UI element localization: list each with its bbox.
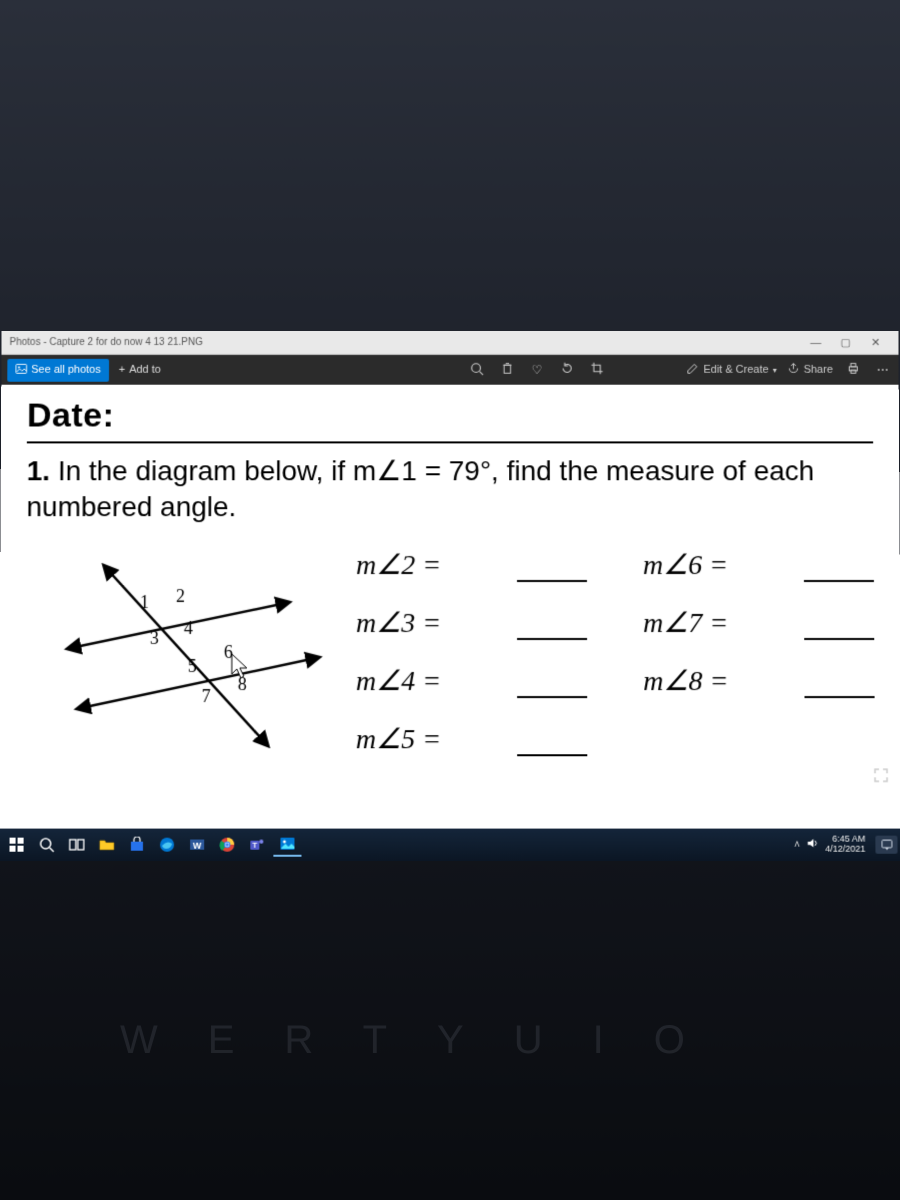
rotate-icon[interactable] <box>557 362 577 378</box>
window-titlebar: Photos - Capture 2 for do now 4 13 21.PN… <box>1 331 898 355</box>
window-close-button[interactable]: ✕ <box>861 336 891 349</box>
blank-7 <box>804 618 874 640</box>
fullscreen-icon[interactable] <box>873 767 889 788</box>
m-angle-4: m∠4 = <box>356 664 509 698</box>
heart-icon[interactable]: ♡ <box>527 363 547 377</box>
svg-text:T: T <box>252 841 257 850</box>
angle-5-label: 5 <box>188 656 197 676</box>
file-explorer-icon[interactable] <box>93 833 121 857</box>
angle-3-label: 3 <box>150 628 159 648</box>
add-to-label: Add to <box>129 364 161 376</box>
worksheet-image: Date: 1. In the diagram below, if m∠1 = … <box>0 385 900 829</box>
answer-grid: m∠2 = m∠6 = m∠3 = m∠7 = m∠4 = m∠8 = m∠ <box>356 548 875 756</box>
m-angle-5: m∠5 = <box>356 722 509 756</box>
volume-icon[interactable] <box>806 837 819 853</box>
see-all-label: See all photos <box>31 364 101 376</box>
chevron-down-icon: ▾ <box>773 365 777 374</box>
action-center-icon[interactable] <box>875 836 897 854</box>
angle-2-label: 2 <box>176 586 185 606</box>
word-icon[interactable]: W <box>183 833 211 857</box>
question-number: 1. <box>27 455 50 486</box>
share-label: Share <box>804 364 833 376</box>
store-icon[interactable] <box>123 833 151 857</box>
m-angle-2: m∠2 = <box>356 548 509 582</box>
edit-create-label: Edit & Create <box>703 364 768 376</box>
blank-3 <box>517 618 587 640</box>
angle-1-label: 1 <box>140 592 149 612</box>
keyboard-reflection: WERTYUIO <box>0 900 900 1180</box>
window-minimize-button[interactable]: — <box>801 337 831 349</box>
monitor-frame: Photos - Capture 2 for do now 4 13 21.PN… <box>0 331 900 861</box>
svg-text:W: W <box>193 841 202 851</box>
m-angle-6: m∠6 = <box>643 548 796 582</box>
teams-icon[interactable]: T <box>243 833 271 857</box>
edit-create-button[interactable]: Edit & Create ▾ <box>686 362 776 378</box>
tray-chevron-icon[interactable]: ˄ <box>794 839 800 850</box>
clock-date: 4/12/2021 <box>825 845 865 855</box>
question-text: 1. In the diagram below, if m∠1 = 79°, f… <box>26 453 873 526</box>
more-icon[interactable]: ⋯ <box>873 363 893 377</box>
date-label: Date: <box>27 397 873 436</box>
m-angle-3: m∠3 = <box>356 606 509 640</box>
angle-diagram: 1 2 3 4 5 6 7 8 <box>25 548 326 758</box>
question-body: In the diagram below, if m∠1 = 79°, find… <box>26 455 814 522</box>
blank-5 <box>517 734 587 756</box>
task-view-button[interactable] <box>63 833 91 857</box>
chrome-icon[interactable] <box>213 833 241 857</box>
photos-toolbar: See all photos + Add to ♡ Edit & Create … <box>1 355 898 385</box>
delete-icon[interactable] <box>497 362 517 378</box>
start-button[interactable] <box>2 833 30 857</box>
system-tray[interactable]: ˄ 6:45 AM 4/12/2021 <box>794 835 897 855</box>
angle-4-label: 4 <box>184 618 193 638</box>
zoom-icon[interactable] <box>467 361 487 378</box>
blank-8 <box>804 676 874 698</box>
m-angle-8: m∠8 = <box>643 664 796 698</box>
m-angle-7: m∠7 = <box>643 606 796 640</box>
see-all-photos-button[interactable]: See all photos <box>7 358 109 381</box>
plus-icon: + <box>119 364 125 376</box>
divider <box>27 441 873 443</box>
window-maximize-button[interactable]: ▢ <box>831 336 861 349</box>
paint-icon <box>686 362 699 378</box>
print-icon[interactable] <box>843 362 863 378</box>
photos-app-icon[interactable] <box>273 833 301 857</box>
share-button[interactable]: Share <box>787 362 833 378</box>
angle-7-label: 7 <box>202 686 211 706</box>
share-icon <box>787 362 800 378</box>
edge-icon[interactable] <box>153 833 181 857</box>
crop-icon[interactable] <box>587 362 607 378</box>
taskbar-clock[interactable]: 6:45 AM 4/12/2021 <box>825 835 869 855</box>
search-button[interactable] <box>33 833 61 857</box>
blank-6 <box>804 560 874 582</box>
windows-taskbar: W T ˄ 6:45 AM 4/12/2021 <box>0 829 900 861</box>
add-to-button[interactable]: + Add to <box>119 364 161 376</box>
blank-2 <box>517 560 587 582</box>
image-icon <box>15 362 27 377</box>
blank-4 <box>517 676 587 698</box>
photo-viewport: Date: 1. In the diagram below, if m∠1 = … <box>0 385 900 829</box>
window-title: Photos - Capture 2 for do now 4 13 21.PN… <box>9 337 202 348</box>
